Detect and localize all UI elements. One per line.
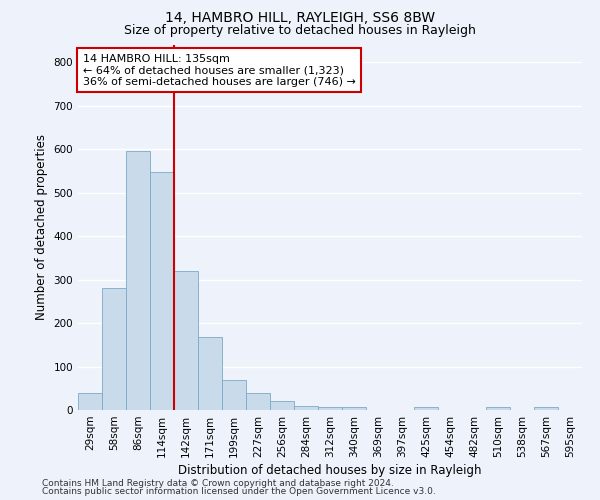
Bar (246, 394, 270, 410)
Bar (534, 406, 558, 410)
Bar (222, 380, 246, 410)
Bar (342, 406, 366, 410)
Bar (174, 271, 198, 410)
Text: Contains public sector information licensed under the Open Government Licence v3: Contains public sector information licen… (42, 487, 436, 496)
Bar (150, 172, 174, 410)
Bar (126, 152, 150, 410)
Y-axis label: Number of detached properties: Number of detached properties (35, 134, 48, 320)
Text: Size of property relative to detached houses in Rayleigh: Size of property relative to detached ho… (124, 24, 476, 37)
Text: Contains HM Land Registry data © Crown copyright and database right 2024.: Contains HM Land Registry data © Crown c… (42, 478, 394, 488)
Bar (294, 406, 318, 410)
Bar (486, 406, 510, 410)
Text: 14 HAMBRO HILL: 135sqm
← 64% of detached houses are smaller (1,323)
36% of semi-: 14 HAMBRO HILL: 135sqm ← 64% of detached… (83, 54, 356, 87)
Bar (318, 406, 342, 410)
Bar (78, 394, 102, 410)
Bar (414, 406, 438, 410)
Bar (270, 402, 294, 410)
Bar (198, 337, 222, 410)
Bar (102, 288, 126, 410)
Text: 14, HAMBRO HILL, RAYLEIGH, SS6 8BW: 14, HAMBRO HILL, RAYLEIGH, SS6 8BW (165, 11, 435, 25)
X-axis label: Distribution of detached houses by size in Rayleigh: Distribution of detached houses by size … (178, 464, 482, 477)
